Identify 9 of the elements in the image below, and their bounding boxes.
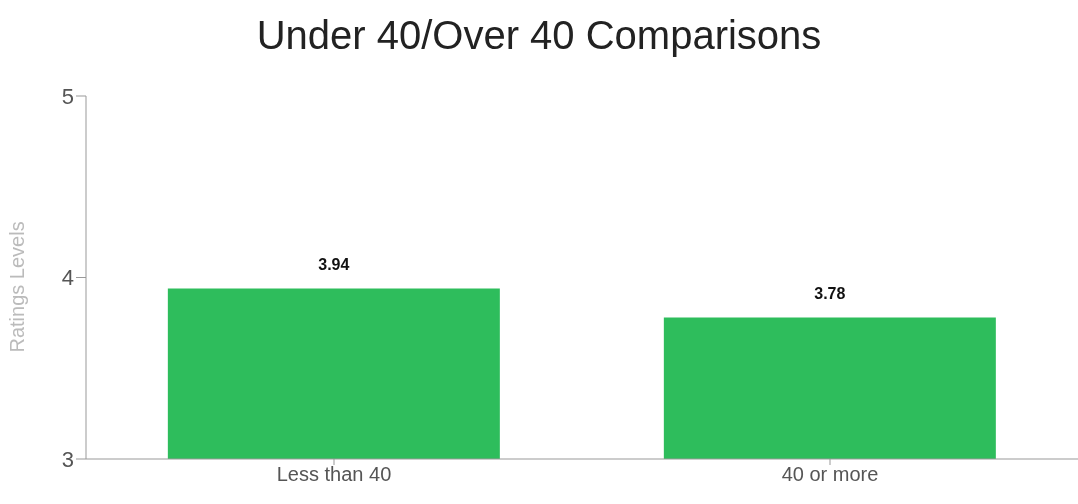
data-label: 3.94 xyxy=(318,256,350,274)
y-tick-label: 4 xyxy=(61,265,74,291)
y-tick-label: 3 xyxy=(61,446,74,472)
data-label: 3.78 xyxy=(814,285,846,303)
y-axis-title: Ratings Levels xyxy=(6,221,29,353)
x-tick-label: Less than 40 xyxy=(276,463,392,486)
x-tick-label: 40 or more xyxy=(781,463,879,486)
y-tick-label: 5 xyxy=(61,83,74,109)
chart-title: Under 40/Over 40 Comparisons xyxy=(255,12,823,59)
